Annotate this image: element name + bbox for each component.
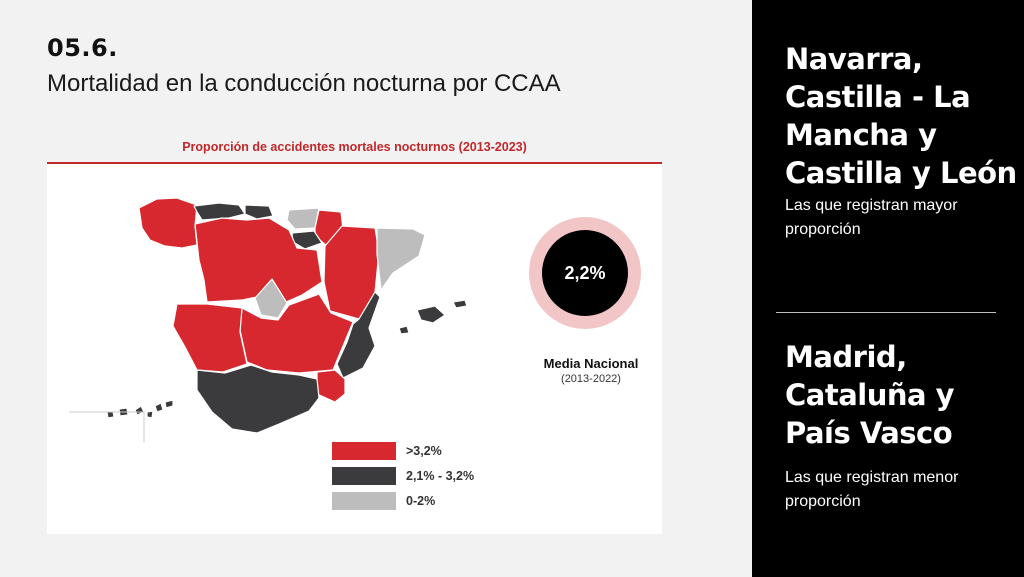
- region-castilla-leon: [194, 217, 323, 307]
- region-baleares-ibiza: [398, 325, 410, 335]
- legend-item-high: >3,2%: [332, 440, 474, 461]
- slide-content: 05.6. Mortalidad en la conducción noctur…: [47, 34, 662, 534]
- national-average-indicator: 2,2%: [529, 217, 657, 345]
- map-legend: >3,2% 2,1% - 3,2% 0-2%: [332, 440, 474, 515]
- region-asturias: [193, 202, 246, 221]
- chart-title-underline: [47, 162, 662, 164]
- region-cataluna: [376, 227, 426, 291]
- highlights-panel: Navarra, Castilla - La Mancha y Castilla…: [752, 0, 1024, 577]
- national-average-value: 2,2%: [542, 230, 628, 316]
- legend-swatch-high: [332, 441, 396, 460]
- legend-swatch-mid: [332, 466, 396, 485]
- legend-label-low: 0-2%: [406, 493, 436, 508]
- national-average-label: Media Nacional: [543, 356, 639, 371]
- highlight-bottom: Madrid, Cataluña y País Vasco Las que re…: [785, 338, 1017, 514]
- legend-item-low: 0-2%: [332, 490, 474, 511]
- legend-item-mid: 2,1% - 3,2%: [332, 465, 474, 486]
- region-galicia: [138, 197, 198, 249]
- section-number: 05.6.: [47, 34, 118, 62]
- map-chart-card: Proporción de accidentes mortales noctur…: [47, 132, 662, 534]
- region-extremadura: [172, 303, 248, 373]
- region-baleares-mallorca: [416, 305, 446, 324]
- region-canarias: [106, 399, 174, 419]
- region-baleares-menorca: [452, 299, 468, 309]
- region-andalucia: [196, 364, 320, 434]
- highlight-top-heading: Navarra, Castilla - La Mancha y Castilla…: [785, 42, 1017, 190]
- region-madrid: [254, 278, 288, 319]
- highlight-top: Navarra, Castilla - La Mancha y Castilla…: [785, 40, 1017, 242]
- national-average-period: (2013-2022): [561, 373, 621, 385]
- canarias-frame: [69, 411, 145, 442]
- region-pais-vasco: [286, 207, 320, 230]
- legend-swatch-low: [332, 491, 396, 510]
- spain-map: [69, 197, 468, 442]
- page-title: Mortalidad en la conducción nocturna por…: [47, 70, 561, 97]
- region-castilla-la-mancha: [239, 293, 354, 374]
- panel-divider: [776, 312, 996, 313]
- national-average-caption: Media Nacional (2013-2022): [517, 356, 665, 385]
- chart-title: Proporción de accidentes mortales noctur…: [47, 132, 662, 162]
- region-valencia: [336, 291, 381, 379]
- region-cantabria: [244, 204, 274, 220]
- highlight-top-subtitle: Las que registran mayor proporción: [785, 197, 958, 238]
- region-murcia: [316, 369, 346, 403]
- highlight-bottom-subtitle: Las que registran menor proporción: [785, 469, 959, 510]
- highlight-bottom-heading: Madrid, Cataluña y País Vasco: [785, 340, 955, 450]
- legend-label-mid: 2,1% - 3,2%: [406, 468, 475, 483]
- legend-label-high: >3,2%: [406, 443, 442, 458]
